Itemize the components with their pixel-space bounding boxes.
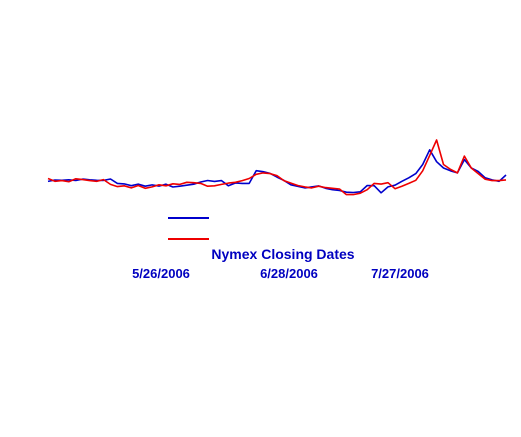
x-tick-label-1: 5/26/2006	[132, 266, 190, 281]
series-layer	[47, 139, 507, 196]
x-tick-label-3: 7/27/2006	[371, 266, 429, 281]
series-line-1	[47, 149, 507, 194]
series-line-2	[47, 139, 507, 196]
x-tick-label-2: 6/28/2006	[260, 266, 318, 281]
x-axis-title: Nymex Closing Dates	[211, 246, 354, 262]
